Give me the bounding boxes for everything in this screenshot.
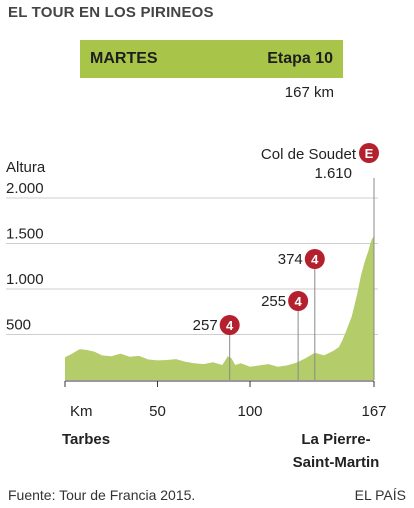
y-tick-label: 1.500 [6, 226, 44, 243]
x-tick-label: 167 [361, 403, 386, 420]
start-city: Tarbes [62, 431, 111, 448]
climb-elevation-label: 255 [261, 293, 286, 310]
badge-circle [219, 315, 240, 335]
stage-banner: MARTES Etapa 10 [80, 40, 343, 78]
climb-category-badge: 4 [288, 291, 309, 311]
badge-circle [304, 249, 325, 269]
elevation-profile-area [65, 236, 374, 380]
gridlines [6, 197, 378, 335]
finish-city-line1: La Pierre- [301, 431, 371, 448]
x-tick-label: 50 [149, 403, 166, 420]
x-tick-label: 100 [238, 403, 263, 420]
badge-text: 4 [226, 318, 234, 333]
stage-distance: 167 km [284, 84, 334, 101]
y-axis-label: Altura [6, 159, 46, 176]
climb-category-badge: 4 [304, 249, 325, 269]
y-tick-label: 1.000 [6, 271, 44, 288]
climb-elevation-label: 257 [193, 317, 218, 334]
stage-name: Etapa 10 [267, 50, 333, 67]
x-axis-label: Km [70, 403, 93, 420]
summit-elevation-label: 1.610 [314, 165, 352, 182]
source-note: Fuente: Tour de Francia 2015. [8, 487, 196, 503]
summit-name-label: Col de Soudet [261, 146, 357, 163]
brand-logo-text: EL PAÍS [354, 487, 406, 503]
climb-markers: 257 4 255 4 374 4 Col de Soudet 1.610 E [193, 143, 379, 380]
finish-city-line2: Saint-Martin [292, 454, 380, 471]
x-axis-ticks: 50 100 167 [64, 380, 387, 420]
climb-category-badge: 4 [219, 315, 240, 335]
summit-category-badge: E [359, 143, 379, 163]
page-title: EL TOUR EN LOS PIRINEOS [8, 4, 214, 21]
badge-circle [288, 291, 309, 311]
stage-day: MARTES [90, 50, 158, 67]
y-tick-label: 2.000 [6, 180, 44, 197]
badge-text: 4 [295, 294, 303, 309]
elevation-profile-chart: 500 1.000 1.500 2.000 Altura 257 4 255 4 374 4 Co… [6, 143, 387, 420]
climb-elevation-label: 374 [278, 251, 303, 268]
y-axis-ticks: 500 1.000 1.500 2.000 [6, 180, 44, 334]
badge-text: 4 [311, 252, 319, 267]
badge-text: E [365, 146, 374, 161]
badge-circle [359, 143, 379, 163]
y-tick-label: 500 [6, 317, 31, 334]
